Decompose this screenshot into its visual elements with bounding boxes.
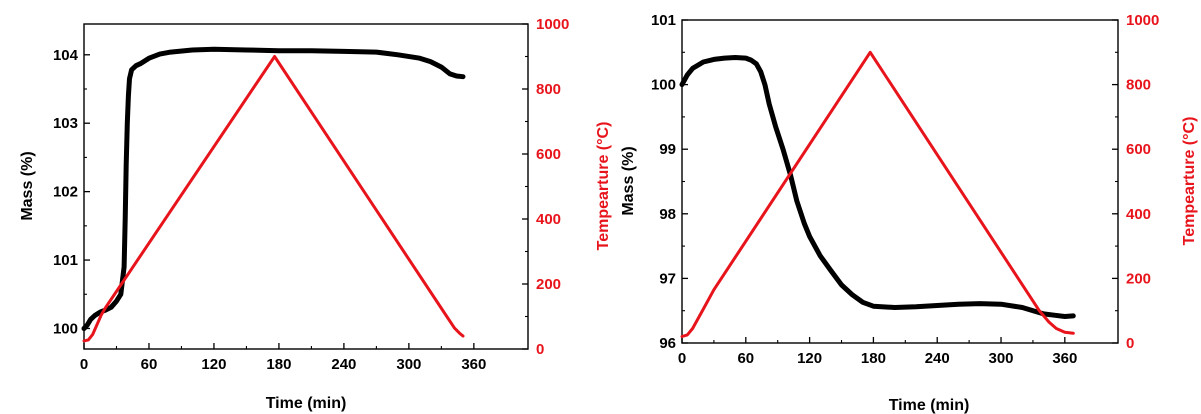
y2-tick-label: 400	[1126, 206, 1151, 223]
chart-panel-mass-gain: Time (min) Mass (%) Tempearture (°C) 0 60…	[19, 16, 612, 412]
y2-tick-label: 600	[536, 146, 561, 163]
y2-tick-label: 200	[536, 276, 561, 293]
temperature-series-line	[680, 50, 1075, 338]
x-tick-label: 0	[80, 356, 88, 373]
y-tick-label: 102	[53, 184, 78, 201]
x-tick-label: 300	[396, 356, 421, 373]
y-tick-label: 100	[53, 320, 78, 337]
y2-axis-label: Tempearture (°C)	[1181, 117, 1198, 246]
x-tick-label: 180	[266, 356, 291, 373]
y-tick-label: 101	[651, 12, 676, 29]
y2-tick-label: 400	[536, 211, 561, 228]
y2-tick-label: 800	[536, 81, 561, 98]
x-tick-label: 120	[797, 350, 822, 367]
y-tick-label: 99	[659, 141, 676, 158]
x-tick-label: 60	[737, 350, 754, 367]
y2-tick-label: 800	[1126, 77, 1151, 94]
plot-frame	[83, 23, 529, 350]
x-tick-label: 0	[678, 350, 686, 367]
y-tick-label: 104	[53, 47, 79, 64]
y-axis-label: Mass (%)	[620, 146, 637, 215]
y2-tick-label: 600	[1126, 141, 1151, 158]
y-tick-label: 100	[651, 77, 676, 94]
mass-series-line	[81, 46, 466, 331]
x-axis-label: Time (min)	[266, 395, 347, 412]
chart-panel-mass-loss: Time (min) Mass (%) Tempearture (°C) 0 60…	[620, 12, 1198, 414]
y2-tick-label: 0	[1126, 335, 1134, 352]
mass-series-line	[679, 55, 1076, 319]
y-tick-label: 98	[659, 206, 676, 223]
x-tick-label: 300	[989, 350, 1014, 367]
x-tick-label: 240	[331, 356, 356, 373]
plot-frame	[681, 19, 1119, 344]
x-axis-label: Time (min)	[889, 397, 970, 414]
y-tick-label: 101	[53, 252, 78, 269]
x-tick-label: 240	[925, 350, 950, 367]
y2-tick-label: 0	[536, 341, 544, 358]
y-axis-label: Mass (%)	[19, 151, 36, 220]
y-tick-label: 96	[659, 335, 676, 352]
y2-tick-label: 1000	[536, 16, 569, 33]
y2-tick-label: 200	[1126, 270, 1151, 287]
y2-axis-label: Tempearture (°C)	[595, 122, 612, 251]
y-tick-label: 103	[53, 115, 78, 132]
y2-tick-label: 1000	[1126, 12, 1159, 29]
x-tick-label: 120	[201, 356, 226, 373]
x-tick-label: 360	[461, 356, 486, 373]
x-tick-label: 60	[141, 356, 158, 373]
x-tick-label: 180	[861, 350, 886, 367]
temperature-series-line	[82, 55, 465, 343]
x-tick-label: 360	[1052, 350, 1077, 367]
y-tick-label: 97	[659, 270, 676, 287]
